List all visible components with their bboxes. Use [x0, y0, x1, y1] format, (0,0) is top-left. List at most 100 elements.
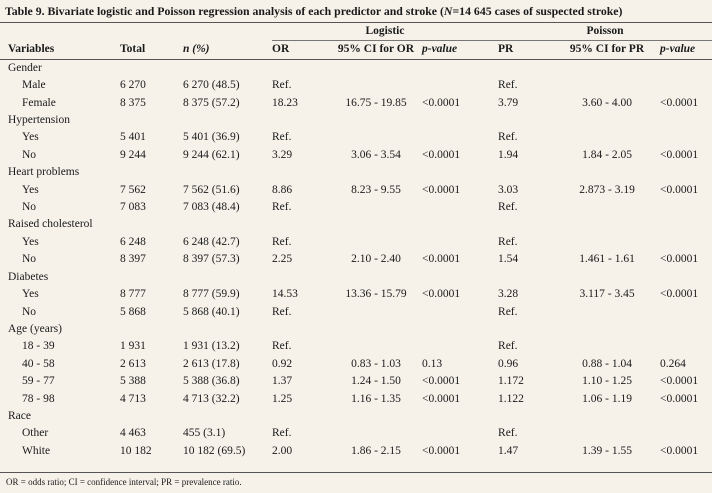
cell: <0.0001: [422, 375, 461, 388]
cell: 1.06 - 1.19: [582, 392, 632, 405]
cell: [554, 59, 660, 77]
level-row: No 7 083 7 083 (48.4) Ref. Ref.: [0, 199, 712, 216]
cell: 14.53: [272, 288, 298, 301]
cell: [120, 408, 183, 425]
cell: 3.29: [272, 148, 293, 161]
cell: [120, 112, 183, 129]
cell: [422, 408, 498, 425]
cell: Ref.: [498, 305, 518, 318]
level-row: Yes 7 562 7 562 (51.6) 8.86 8.23 - 9.55 <0.00…: [0, 182, 712, 199]
cell: 6 270: [120, 79, 146, 92]
category-row: Gender: [0, 59, 712, 77]
group-header-row: Logistic Poisson: [0, 23, 712, 42]
cell: [422, 269, 498, 286]
column-header: Total: [120, 40, 183, 60]
cell: <0.0001: [660, 183, 699, 196]
cell: White: [22, 444, 51, 457]
cell: 7 083 (48.4): [183, 201, 240, 214]
cell: Heart problems: [8, 166, 80, 179]
cell: [554, 199, 660, 216]
cell: 1.122: [498, 392, 524, 405]
cell: 1.39 - 1.55: [582, 444, 632, 457]
cell: Ref.: [272, 201, 292, 214]
cell: [422, 304, 498, 321]
category-row: Race: [0, 408, 712, 425]
cell: 18.23: [272, 96, 298, 109]
cell: [330, 321, 422, 338]
cell: 3.06 - 3.54: [351, 148, 401, 161]
cell: 10 182 (69.5): [183, 444, 246, 457]
cell: [422, 59, 498, 77]
cell: [120, 321, 183, 338]
cell: [554, 77, 660, 94]
cell: 2.873 - 3.19: [579, 183, 635, 196]
cell: 2 613: [120, 357, 146, 370]
cell: [554, 304, 660, 321]
group-header: Poisson: [498, 23, 712, 42]
cell: [554, 234, 660, 251]
cell: Gender: [8, 61, 42, 74]
cell: [183, 216, 272, 233]
cell: [330, 199, 422, 216]
cell: [554, 164, 660, 181]
cell: [422, 425, 498, 442]
cell: 4 713 (32.2): [183, 392, 240, 405]
cell: [554, 112, 660, 129]
cell: <0.0001: [422, 96, 461, 109]
cell: 8 777 (59.9): [183, 288, 240, 301]
category-row: Diabetes: [0, 269, 712, 286]
cell: 9 244 (62.1): [183, 148, 240, 161]
cell: [330, 112, 422, 129]
column-header: 95% CI for PR: [554, 40, 661, 60]
table-title: Table 9. Bivariate logistic and Poisson …: [0, 0, 712, 23]
cell: 1 931 (13.2): [183, 340, 240, 353]
cell: No: [22, 253, 37, 266]
cell: [422, 199, 498, 216]
level-row: 18 - 39 1 931 1 931 (13.2) Ref. Ref.: [0, 338, 712, 355]
title-text: =14 645 cases of suspected stroke): [452, 4, 623, 18]
cell: [660, 164, 712, 181]
cell: [272, 408, 330, 425]
cell: [498, 164, 554, 181]
cell: 8 397 (57.3): [183, 253, 240, 266]
cell: [120, 269, 183, 286]
cell: [660, 408, 712, 425]
regression-table: Logistic Poisson Variables Total n (%) OR 95…: [0, 23, 712, 460]
cell: Ref.: [498, 235, 518, 248]
cell: 8 375: [120, 96, 146, 109]
cell: 7 083: [120, 201, 146, 214]
cell: Ref.: [272, 131, 292, 144]
cell: 1.37: [272, 375, 293, 388]
level-row: Male 6 270 6 270 (48.5) Ref. Ref.: [0, 77, 712, 94]
cell: Yes: [22, 131, 39, 144]
cell: 40 - 58: [22, 357, 55, 370]
cell: [120, 216, 183, 233]
cell: Yes: [22, 183, 39, 196]
cell: [272, 59, 330, 77]
cell: Diabetes: [8, 270, 49, 283]
cell: 78 - 98: [22, 392, 55, 405]
cell: 1.94: [498, 148, 519, 161]
level-row: Yes 8 777 8 777 (59.9) 14.53 13.36 - 15.79 <0…: [0, 286, 712, 303]
cell: [554, 216, 660, 233]
cell: 5 868: [120, 305, 146, 318]
cell: <0.0001: [660, 148, 699, 161]
cell: [183, 408, 272, 425]
cell: 1.10 - 1.25: [582, 375, 632, 388]
cell: [660, 77, 712, 94]
level-row: 78 - 98 4 713 4 713 (32.2) 1.25 1.16 - 1.35 <…: [0, 391, 712, 408]
cell: 6 248: [120, 235, 146, 248]
level-row: White 10 182 10 182 (69.5) 2.00 1.86 - 2.15 <…: [0, 443, 712, 460]
cell: 13.36 - 15.79: [345, 288, 407, 301]
cell: [330, 216, 422, 233]
cell: Age (years): [8, 322, 62, 335]
cell: [272, 269, 330, 286]
cell: 1.25: [272, 392, 293, 405]
column-header: p-value: [422, 40, 499, 60]
cell: 5 388 (36.8): [183, 375, 240, 388]
cell: No: [22, 305, 37, 318]
cell: [422, 164, 498, 181]
cell: Ref.: [272, 340, 292, 353]
cell: 0.88 - 1.04: [582, 357, 632, 370]
